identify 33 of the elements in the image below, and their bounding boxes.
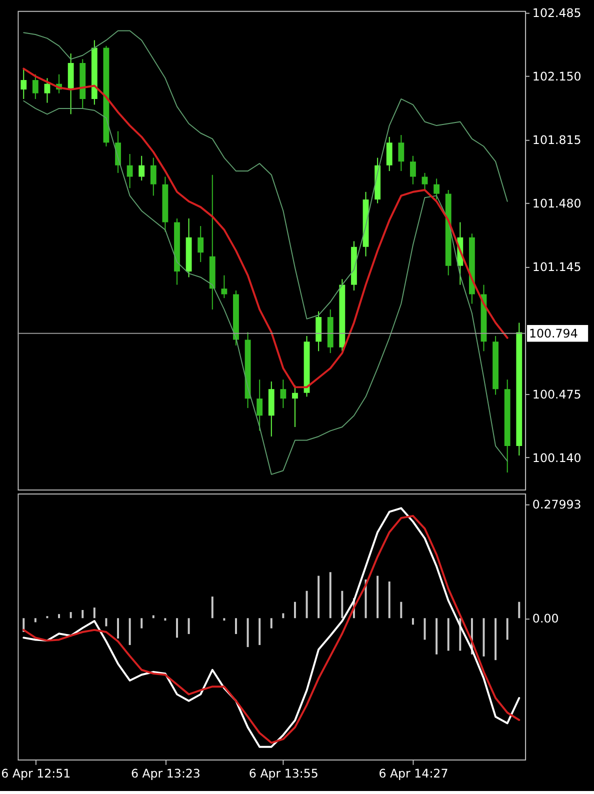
- x-tick-label: 6 Apr 13:55: [248, 766, 318, 781]
- candlestick: [20, 68, 27, 100]
- candlestick: [44, 78, 50, 104]
- y-tick-label: 101.815: [532, 133, 582, 148]
- candlestick: [398, 134, 404, 172]
- y-tick-label: 100.140: [532, 450, 582, 465]
- candlestick: [256, 379, 263, 432]
- y-tick-label: 100.475: [532, 387, 582, 402]
- candlestick: [126, 153, 133, 189]
- y-tick-label: 0.00: [532, 612, 559, 626]
- y-tick-label: 101.145: [532, 260, 582, 274]
- candlestick: [32, 74, 38, 100]
- y-tick-label: 0.27993: [532, 498, 582, 512]
- candlestick: [150, 157, 156, 196]
- candlestick: [410, 155, 416, 185]
- line-series: [23, 100, 508, 475]
- x-tick-label: 6 Apr 12:51: [1, 766, 71, 781]
- candlestick: [221, 274, 228, 299]
- line-series: [23, 30, 508, 320]
- candlestick: [138, 155, 145, 182]
- candlestick: [386, 136, 392, 172]
- candlestick: [434, 178, 440, 200]
- line-series: [22, 68, 508, 388]
- ref-line-label: 100.794: [528, 326, 578, 340]
- x-tick-label: 6 Apr 14:27: [378, 766, 448, 781]
- candlestick: [292, 384, 298, 428]
- x-tick-label: 6 Apr 13:23: [130, 766, 200, 781]
- candlestick: [422, 172, 428, 190]
- candlestick: [198, 226, 204, 263]
- y-tick-label: 102.150: [532, 70, 582, 84]
- y-tick-label: 102.485: [532, 6, 582, 20]
- y-tick-label: 101.480: [532, 196, 582, 211]
- candlestick: [280, 379, 286, 409]
